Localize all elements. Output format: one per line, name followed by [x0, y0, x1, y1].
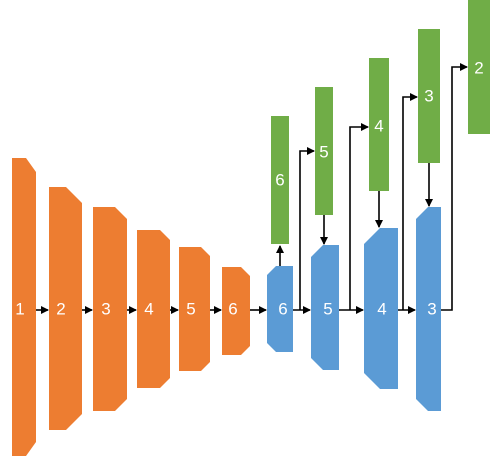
branch-block-3-shape — [418, 29, 440, 163]
branch-block-6-shape — [271, 116, 289, 244]
branch-block-3-label: 3 — [424, 86, 433, 105]
decoder-block-4-shape — [364, 228, 398, 389]
encoder-block-2-shape — [49, 187, 82, 430]
arrow-dec6-branch5 — [299, 147, 315, 310]
branch-block-2-shape — [468, 0, 490, 134]
branch-block-5: 5 — [315, 87, 333, 215]
encoder-block-5: 5 — [179, 247, 210, 371]
encoder-block-6: 6 — [222, 267, 250, 355]
encoder-block-3-shape — [93, 207, 127, 411]
branch-block-3: 3 — [418, 29, 440, 163]
branch-block-2: 2 — [468, 0, 490, 134]
decoder-stack: 6 5 4 3 — [267, 207, 441, 411]
branch-block-4-label: 4 — [374, 116, 383, 135]
encoder-block-6-shape — [222, 267, 250, 355]
encoder-block-4: 4 — [137, 230, 170, 388]
connectors — [36, 63, 468, 314]
encoder-block-2-label: 2 — [56, 299, 65, 318]
branch-block-6: 6 — [271, 116, 289, 244]
branch-block-5-shape — [315, 87, 333, 215]
arrow-dec3-branch2 — [441, 63, 468, 311]
decoder-block-5: 5 — [311, 245, 339, 370]
branch-block-6-label: 6 — [275, 170, 284, 189]
encoder-block-3: 3 — [93, 207, 127, 411]
branch-block-4-shape — [369, 58, 389, 191]
encoder-block-2: 2 — [49, 187, 82, 430]
arrow-dec4-branch3 — [402, 93, 418, 310]
branch-stack: 6 5 4 3 2 — [271, 0, 490, 244]
encoder-block-1-shape — [12, 158, 36, 456]
branch-block-2-label: 2 — [474, 58, 483, 77]
decoder-block-3: 3 — [416, 207, 441, 411]
decoder-block-6-label: 6 — [278, 299, 287, 318]
encoder-block-1-label: 1 — [15, 299, 24, 318]
arrow-dec5-branch4 — [349, 123, 369, 310]
decoder-block-4-label: 4 — [377, 299, 386, 318]
decoder-block-3-shape — [416, 207, 441, 411]
encoder-block-4-label: 4 — [144, 299, 153, 318]
encoder-block-5-label: 5 — [186, 299, 195, 318]
decoder-block-5-label: 5 — [323, 299, 332, 318]
decoder-block-6: 6 — [267, 266, 293, 352]
encoder-block-4-shape — [137, 230, 170, 388]
decoder-block-4: 4 — [364, 228, 398, 389]
encoder-stack: 1 2 3 4 5 6 — [12, 158, 250, 456]
encoder-block-6-label: 6 — [228, 299, 237, 318]
encoder-block-3-label: 3 — [101, 299, 110, 318]
encoder-block-5-shape — [179, 247, 210, 371]
decoder-block-3-label: 3 — [427, 299, 436, 318]
decoder-block-5-shape — [311, 245, 339, 370]
encoder-block-1: 1 — [12, 158, 36, 456]
decoder-block-6-shape — [267, 266, 293, 352]
branch-block-5-label: 5 — [319, 142, 328, 161]
branch-block-4: 4 — [369, 58, 389, 191]
